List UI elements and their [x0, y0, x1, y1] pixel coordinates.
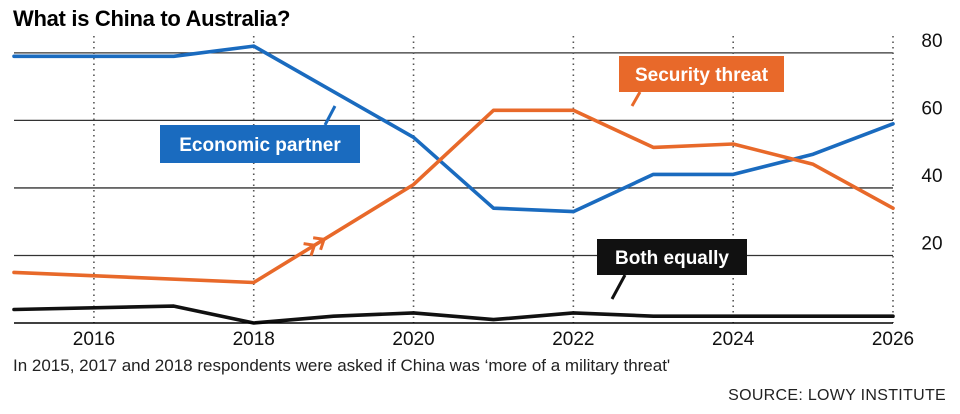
series-label-both-equally: Both equally	[597, 239, 747, 300]
series-line-both-equally	[12, 304, 895, 325]
y-tick-label-60: 60	[921, 98, 942, 119]
series-label-economic-partner: Economic partner	[160, 105, 360, 163]
x-tick-label-2024: 2024	[712, 329, 755, 350]
series-line-economic-partner	[12, 44, 895, 214]
x-tick-label-2022: 2022	[552, 329, 594, 350]
series-label-text-economic-partner: Economic partner	[179, 135, 341, 156]
series-line-security-threat	[12, 108, 895, 285]
series-lines	[12, 44, 895, 325]
series-label-tail-both-equally	[610, 274, 627, 300]
series-label-box-economic-partner	[160, 125, 360, 163]
series-label-security-threat: Security threat	[619, 56, 784, 107]
annotations: Economic partner Security threat Both equa…	[160, 56, 784, 300]
arrow-mark-1	[303, 242, 317, 257]
series-label-box-security-threat	[619, 56, 784, 92]
x-tick-label-2020: 2020	[392, 329, 434, 350]
chart-source: SOURCE: LOWY INSTITUTE	[728, 387, 946, 404]
y-tick-label-80: 80	[921, 31, 942, 52]
series-label-text-security-threat: Security threat	[635, 65, 769, 86]
x-tick-label-2018: 2018	[233, 329, 275, 350]
x-tick-label-2016: 2016	[73, 329, 115, 350]
series-label-text-both-equally: Both equally	[615, 248, 729, 269]
x-axis: 2016 2018 2020 2022 2024 2026	[14, 322, 914, 350]
series-label-tail-security-threat	[630, 91, 642, 107]
chart-title: What is China to Australia?	[13, 6, 291, 31]
x-tick-label-2026: 2026	[872, 329, 914, 350]
arrow-mark-2	[312, 236, 327, 251]
chart-footnote: In 2015, 2017 and 2018 respondents were …	[13, 356, 671, 375]
y-axis: 20 40 60 80	[921, 31, 942, 255]
y-tick-label-20: 20	[921, 233, 942, 254]
series-label-box-both-equally	[597, 239, 747, 275]
y-tick-label-40: 40	[921, 166, 942, 187]
series-label-tail-economic-partner	[323, 105, 337, 126]
